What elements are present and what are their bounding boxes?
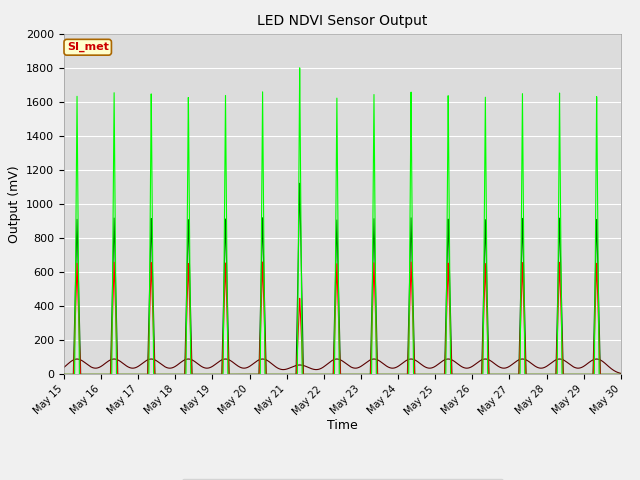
Y-axis label: Output (mV): Output (mV) xyxy=(8,165,20,243)
Legend: Red_in, Red_out, Nir_in, Nir_out: Red_in, Red_out, Nir_in, Nir_out xyxy=(182,479,503,480)
Title: LED NDVI Sensor Output: LED NDVI Sensor Output xyxy=(257,14,428,28)
X-axis label: Time: Time xyxy=(327,420,358,432)
Text: SI_met: SI_met xyxy=(67,42,109,52)
